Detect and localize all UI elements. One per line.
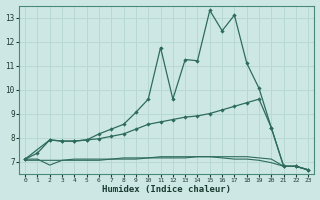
X-axis label: Humidex (Indice chaleur): Humidex (Indice chaleur) (102, 185, 231, 194)
